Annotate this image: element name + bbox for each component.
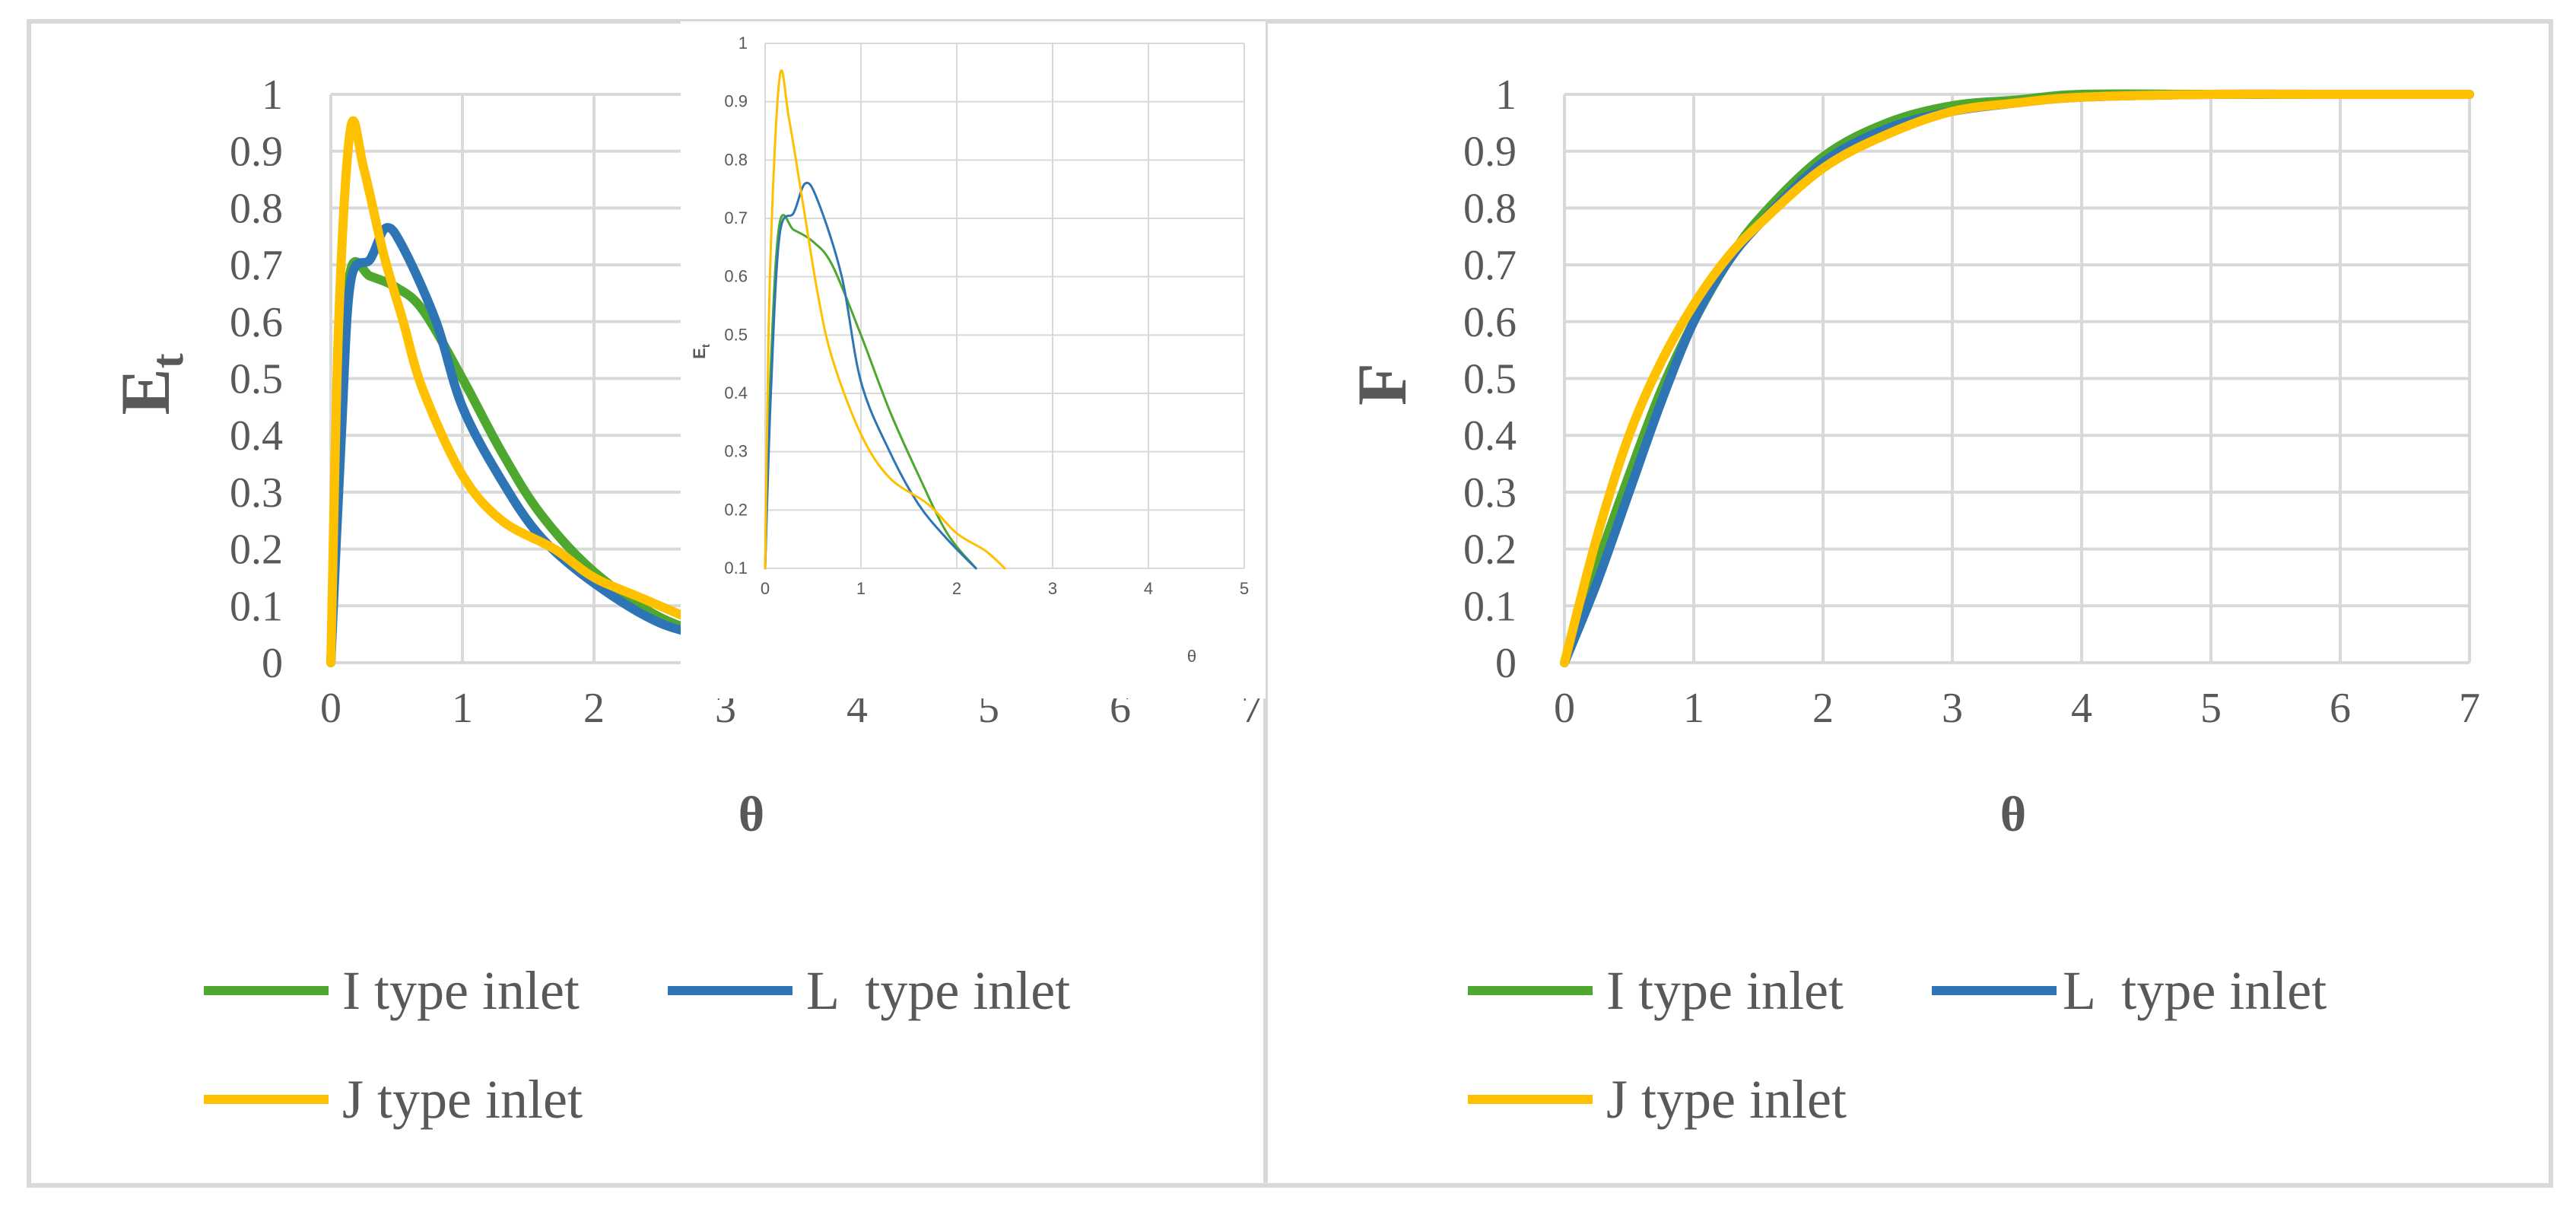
- Et-chart-y-tick-label: 0.5: [230, 356, 283, 403]
- Et-inset-chart-y-tick-label: 0.2: [724, 500, 748, 519]
- F-chart-x-tick-label: 5: [2200, 685, 2222, 732]
- Et-chart-y-tick-label: 0.7: [230, 242, 283, 289]
- et-inset-chart: 0 1 2 3 4 5 0.1 0.2 0.3 0.4 0.5 0.6 0.7 0.8 0.9 1 θ Et: [690, 33, 1249, 666]
- Et-inset-chart-series-i-line: [764, 214, 977, 570]
- Et-chart-y-tick-label: 0.2: [230, 526, 283, 574]
- Et-inset-chart-series-l-line: [764, 181, 977, 570]
- Et-chart-y-tick-label: 0.9: [230, 129, 283, 176]
- F-chart-series-j-line: [1560, 89, 2474, 667]
- Et-chart-y-tick-label: 0.4: [230, 412, 283, 460]
- Et-inset-chart-y-tick-label: 0.8: [724, 150, 748, 169]
- right-panel-frame: [1263, 19, 2553, 1188]
- Et-inset-chart-y-tick-label: 0.3: [724, 442, 748, 461]
- F-chart-y-tick-label: 0.6: [1463, 299, 1517, 346]
- et-chart-legend: I type inlet L type inlet J type inlet: [204, 960, 1070, 1130]
- f-chart-y-axis-title: F: [1343, 363, 1421, 406]
- F-chart-x-tick-label: 7: [2459, 685, 2480, 732]
- legend-label-j: J type inlet: [342, 1069, 583, 1130]
- Et-inset-chart-x-tick-label: 1: [856, 579, 866, 598]
- Et-chart-y-tick-label: 0.1: [230, 583, 283, 630]
- et-inset-x-axis-title: θ: [1187, 647, 1196, 666]
- Et-chart-x-tick-label: 2: [583, 685, 605, 732]
- legend-label-l: L type inlet: [2063, 960, 2327, 1021]
- F-chart-y-tick-label: 0.5: [1463, 356, 1517, 403]
- legend-label-j: J type inlet: [1606, 1069, 1847, 1130]
- f-chart: 0 1 2 3 4 5 6 700.10.20.30.40.50.60.70.80.91 θ …: [1343, 72, 2480, 842]
- legend-label-l: L type inlet: [806, 960, 1070, 1021]
- et-chart-x-axis-title: θ: [738, 787, 764, 842]
- F-chart-y-tick-label: 0: [1495, 640, 1517, 687]
- F-chart-x-tick-label: 2: [1812, 685, 1834, 732]
- Et-inset-chart-x-tick-label: 5: [1240, 579, 1249, 598]
- Et-inset-chart-y-tick-label: 0.6: [724, 267, 748, 286]
- Et-chart-y-tick-label: 0.8: [230, 185, 283, 232]
- et-chart-y-axis-title: Et: [106, 353, 192, 415]
- F-chart-x-tick-label: 3: [1942, 685, 1963, 732]
- Et-inset-chart-x-tick-label: 4: [1144, 579, 1153, 598]
- F-chart-x-tick-label: 0: [1554, 685, 1575, 732]
- Et-inset-chart-y-tick-label: 0.1: [724, 558, 748, 577]
- F-chart-y-tick-label: 1: [1495, 72, 1517, 119]
- inset-chart-background: [681, 21, 1266, 698]
- Et-chart-y-tick-label: 1: [262, 72, 283, 119]
- Et-chart-y-tick-label: 0: [262, 640, 283, 687]
- F-chart-y-tick-label: 0.4: [1463, 412, 1517, 460]
- F-chart-x-tick-label: 6: [2330, 685, 2351, 732]
- F-chart-y-tick-label: 0.7: [1463, 242, 1517, 289]
- F-chart-x-tick-label: 1: [1683, 685, 1704, 732]
- Et-chart-x-tick-label: 1: [452, 685, 473, 732]
- Et-inset-chart-y-tick-label: 0.9: [724, 92, 748, 111]
- Et-inset-chart-y-tick-label: 0.5: [724, 325, 748, 344]
- Et-inset-chart-x-tick-label: 0: [761, 579, 770, 598]
- Et-inset-chart-x-tick-label: 3: [1048, 579, 1057, 598]
- Et-chart-series-j-line: [326, 116, 681, 667]
- legend-label-i: I type inlet: [342, 960, 580, 1021]
- Et-inset-chart-x-tick-label: 2: [952, 579, 961, 598]
- et-chart: 0 1 2 3 4 5 6 700.10.20.30.40.50.60.70.80.91 θ …: [106, 72, 1263, 842]
- Et-chart-y-tick-label: 0.6: [230, 299, 283, 346]
- et-inset-y-axis-title: Et: [690, 344, 713, 359]
- F-chart-y-tick-label: 0.9: [1463, 129, 1517, 176]
- F-chart-y-tick-label: 0.3: [1463, 469, 1517, 517]
- f-chart-x-axis-title: θ: [2000, 787, 2026, 842]
- Et-inset-chart-y-tick-label: 0.7: [724, 208, 748, 227]
- Et-chart-x-tick-label: 0: [320, 685, 341, 732]
- F-chart-y-tick-label: 0.8: [1463, 185, 1517, 232]
- Et-inset-chart-y-tick-label: 0.4: [724, 383, 748, 402]
- F-chart-y-tick-label: 0.1: [1463, 583, 1517, 630]
- f-chart-legend: I type inlet L type inlet J type inlet: [1468, 960, 2327, 1130]
- F-chart-y-tick-label: 0.2: [1463, 526, 1517, 574]
- F-chart-x-tick-label: 4: [2071, 685, 2092, 732]
- Et-inset-chart-series-j-line: [764, 69, 1006, 570]
- legend-label-i: I type inlet: [1606, 960, 1844, 1021]
- Et-chart-series-l-line: [326, 223, 681, 667]
- Et-chart-y-tick-label: 0.3: [230, 469, 283, 517]
- Et-inset-chart-y-tick-label: 1: [738, 33, 748, 52]
